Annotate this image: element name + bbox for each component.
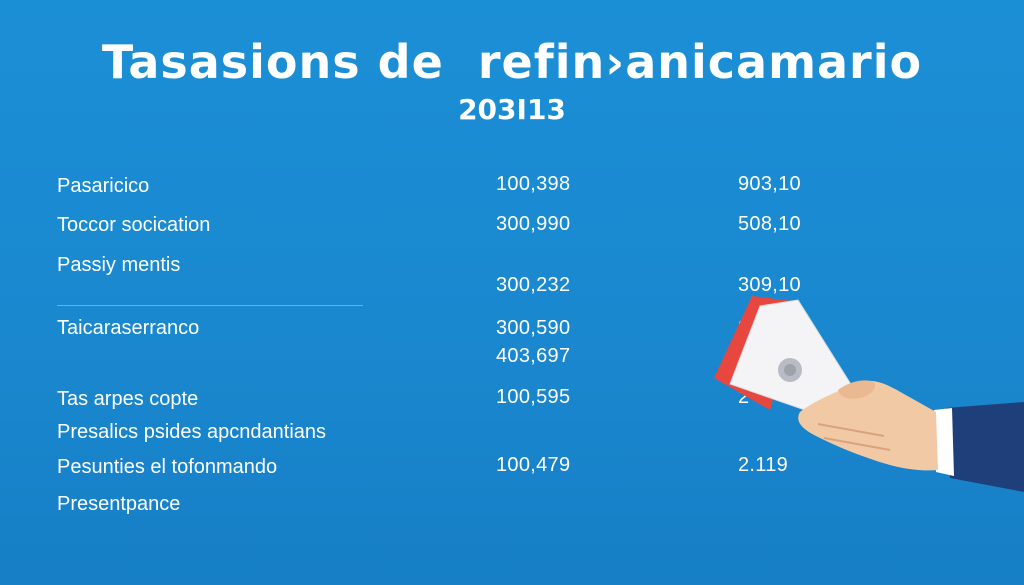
- row-label: Pasaricico: [57, 175, 150, 197]
- row-label: Toccor socication: [57, 214, 211, 236]
- card-icon: [714, 296, 853, 419]
- row-label: Pesunties el tofonmando: [57, 456, 278, 478]
- row-value-col1: 300,232: [496, 274, 571, 296]
- row-value-col1: 100,479: [496, 454, 571, 476]
- row-value-col1: 100,595: [496, 386, 571, 408]
- row-value-col2: 903,10: [738, 173, 801, 195]
- row-value-col1: 300,990: [496, 213, 571, 235]
- row-value-col2: 2: [738, 386, 750, 408]
- row-label: Passiy mentis: [57, 254, 181, 276]
- section-divider: [57, 305, 363, 306]
- hand-holding-card-illustration: [714, 296, 1024, 492]
- hand-icon: [798, 380, 1024, 492]
- page-subtitle: 203I13: [458, 93, 566, 126]
- row-value-col2: 309,10: [738, 274, 801, 296]
- row-value-col2: 508,10: [738, 213, 801, 235]
- row-label: Taicaraserranco: [57, 317, 200, 339]
- row-value-col1: 100,398: [496, 173, 571, 195]
- page-title: Tasasions de refin›anicamario: [101, 35, 923, 89]
- row-value-col1: 300,590: [496, 317, 571, 339]
- row-value-col1: 403,697: [496, 345, 571, 367]
- row-label: Presentpance: [57, 493, 181, 515]
- row-label: Presalics psides apcndantians: [57, 421, 327, 443]
- row-label: Tas arpes copte: [57, 388, 199, 410]
- row-value-col2: 2.119: [738, 454, 789, 476]
